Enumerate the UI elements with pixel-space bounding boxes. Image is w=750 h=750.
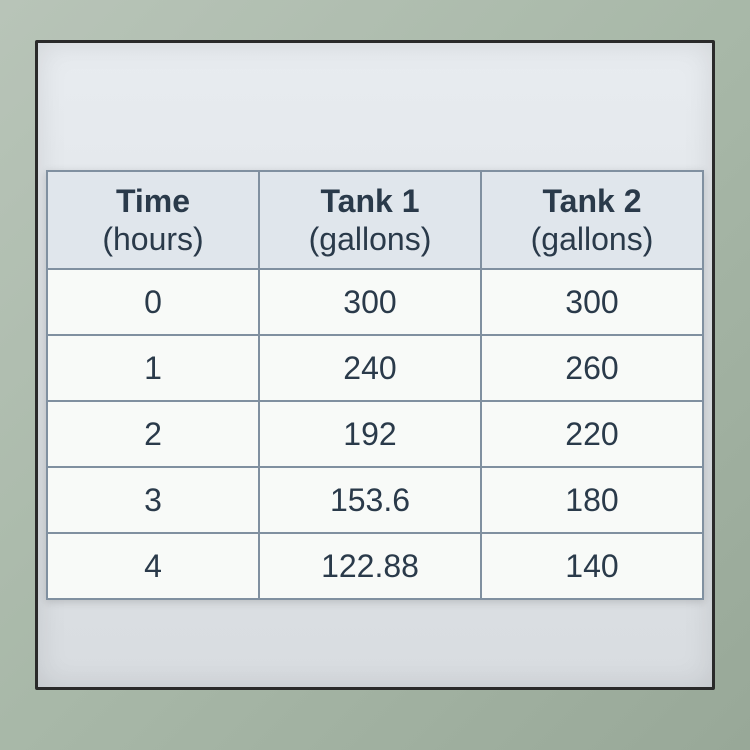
header-time: Time (hours) — [47, 171, 259, 270]
header-tank2-sub: (gallons) — [502, 220, 682, 258]
cell-tank2: 220 — [481, 401, 703, 467]
cell-time: 3 — [47, 467, 259, 533]
tank-data-table: Time (hours) Tank 1 (gallons) Tank 2 (ga… — [46, 170, 704, 601]
cell-tank1: 153.6 — [259, 467, 481, 533]
cell-time: 2 — [47, 401, 259, 467]
header-tank1: Tank 1 (gallons) — [259, 171, 481, 270]
header-time-main: Time — [68, 182, 238, 220]
table-row: 0 300 300 — [47, 269, 703, 335]
table-row: 1 240 260 — [47, 335, 703, 401]
header-tank1-main: Tank 1 — [280, 182, 460, 220]
header-time-sub: (hours) — [68, 220, 238, 258]
header-tank2-main: Tank 2 — [502, 182, 682, 220]
cell-tank2: 260 — [481, 335, 703, 401]
cell-time: 1 — [47, 335, 259, 401]
table-row: 3 153.6 180 — [47, 467, 703, 533]
table-row: 2 192 220 — [47, 401, 703, 467]
table-header-row: Time (hours) Tank 1 (gallons) Tank 2 (ga… — [47, 171, 703, 270]
cell-tank1: 192 — [259, 401, 481, 467]
cell-tank2: 300 — [481, 269, 703, 335]
table-row: 4 122.88 140 — [47, 533, 703, 599]
cell-time: 0 — [47, 269, 259, 335]
cell-tank2: 140 — [481, 533, 703, 599]
header-tank1-sub: (gallons) — [280, 220, 460, 258]
cell-tank2: 180 — [481, 467, 703, 533]
cell-tank1: 240 — [259, 335, 481, 401]
cell-tank1: 300 — [259, 269, 481, 335]
header-tank2: Tank 2 (gallons) — [481, 171, 703, 270]
cell-tank1: 122.88 — [259, 533, 481, 599]
cell-time: 4 — [47, 533, 259, 599]
